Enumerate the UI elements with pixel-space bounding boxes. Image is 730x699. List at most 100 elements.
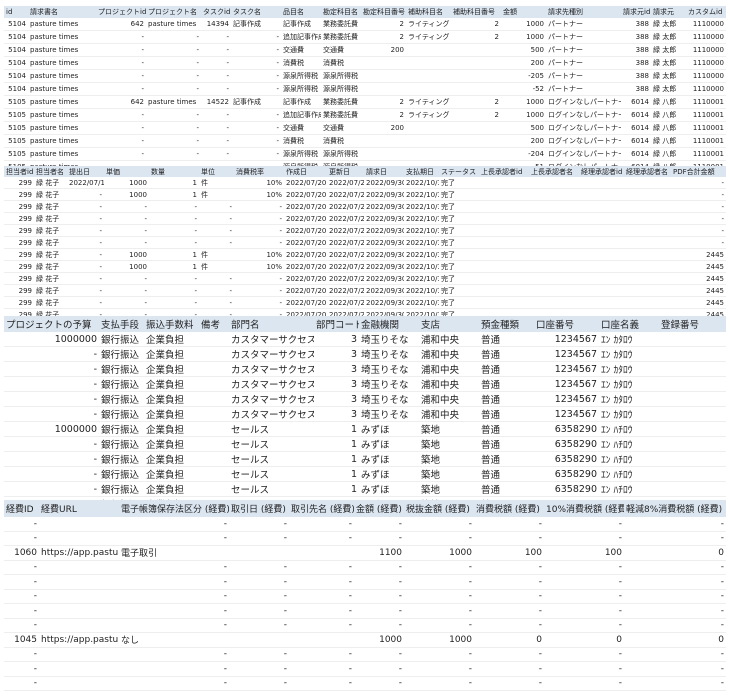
cell: -: [119, 517, 229, 532]
cell: 銀行振込: [99, 481, 144, 497]
cell: -: [96, 43, 146, 57]
cell: -: [119, 661, 229, 677]
cell: -: [231, 56, 281, 70]
cell: 2022/09/30: [364, 260, 404, 273]
column-header: 部門コード: [314, 316, 359, 332]
cell: [406, 69, 451, 83]
cell: 200: [501, 134, 546, 148]
cell: pasture times: [28, 56, 96, 70]
cell: [529, 212, 579, 225]
cell: 企業負担: [144, 421, 199, 437]
cell: 2022/10/31: [404, 188, 439, 201]
cell: 源泉所得税: [321, 69, 361, 83]
cell: -: [201, 56, 231, 70]
cell: 500: [501, 43, 546, 57]
cell: 企業負担: [144, 361, 199, 377]
cell: -: [96, 147, 146, 161]
data-row: 5104 pasture times - - - - 源泉所得税 源泉所得税 -205 パートナー…: [4, 69, 726, 83]
cell: -: [199, 296, 234, 309]
cell: -52: [501, 82, 546, 96]
cell: ログインなしパートナー: [546, 134, 621, 148]
cell: 交通費: [321, 121, 361, 135]
cell: [579, 177, 624, 189]
cell: 2022/10/31: [404, 236, 439, 249]
cell: 完了: [439, 224, 479, 237]
column-header: タスクid: [201, 6, 231, 18]
cell: -: [199, 212, 234, 225]
cell: 5104: [4, 30, 28, 44]
cell: 2022/09/30: [364, 248, 404, 261]
cell: 2022/07/20: [284, 248, 327, 261]
cell: -: [404, 647, 474, 662]
cell: -: [474, 603, 544, 619]
cell: [659, 466, 726, 482]
cell: -: [671, 224, 726, 237]
cell: -: [149, 296, 199, 309]
cell: -: [289, 618, 354, 633]
cell: pasture times: [146, 95, 201, 109]
cell: 緑 花子: [34, 284, 67, 297]
cell: 200: [361, 43, 406, 57]
cell: カスタマーサクセス: [229, 361, 314, 377]
cell: [39, 574, 119, 590]
cell: ライティング: [406, 30, 451, 44]
column-header: プロジェクト名: [146, 6, 201, 18]
cell: [529, 284, 579, 297]
cell: pasture times: [28, 134, 96, 148]
cell: -: [289, 661, 354, 677]
cell: -: [474, 517, 544, 532]
cell: -: [104, 200, 149, 213]
cell: 2022/07/20: [284, 177, 327, 189]
column-header: 品目名: [281, 6, 321, 18]
cell: 2022/07/20: [327, 236, 364, 249]
cell: -: [474, 560, 544, 575]
cell: [199, 451, 229, 467]
cell: -: [289, 560, 354, 575]
cell: -: [67, 260, 104, 273]
cell: 1: [314, 421, 359, 437]
cell: 100: [544, 545, 624, 561]
cell: 6014: [621, 95, 651, 109]
cell: [624, 272, 671, 285]
cell: [479, 188, 529, 201]
cell: [451, 82, 501, 96]
cell: 3: [314, 346, 359, 362]
cell: -: [544, 517, 624, 532]
cell: [451, 134, 501, 148]
column-header: 金額 (経費): [354, 500, 404, 517]
cell: pasture times: [28, 18, 96, 31]
cell: 浦和中央: [419, 391, 479, 407]
cell: 1110001: [686, 121, 726, 135]
cell: -: [474, 531, 544, 546]
data-row: 1000000 銀行振込 企業負担 カスタマーサクセス 3 埼玉りそな 浦和中央 普通 1234…: [4, 332, 726, 347]
cell: 1000: [104, 248, 149, 261]
cell: 銀行振込: [99, 361, 144, 377]
column-header: カスタムid: [686, 6, 726, 18]
cell: [199, 406, 229, 422]
cell: 記事作成: [281, 95, 321, 109]
cell: 0: [624, 545, 726, 561]
cell: [406, 56, 451, 70]
cell: 2: [361, 95, 406, 109]
column-header: 更新日: [327, 166, 364, 177]
cell: -: [4, 436, 99, 452]
cell: -: [624, 676, 726, 691]
cell: 件: [199, 260, 234, 273]
column-header: 軽減8%消費税額 (経費): [624, 500, 726, 517]
cell: -: [96, 82, 146, 96]
cell: -: [104, 236, 149, 249]
cell: [659, 361, 726, 377]
cell: セールス: [229, 451, 314, 467]
cell: 14394: [201, 18, 231, 31]
cell: パートナー: [546, 69, 621, 83]
cell: [451, 56, 501, 70]
cell: 源泉所得税: [321, 147, 361, 161]
cell: [199, 391, 229, 407]
column-header: 経費URL: [39, 500, 119, 517]
cell: -: [119, 603, 229, 619]
cell: 5104: [4, 18, 28, 31]
cell: 6014: [621, 108, 651, 122]
cell: 銀行振込: [99, 436, 144, 452]
column-header: 作成日: [284, 166, 327, 177]
data-row: ---------: [4, 517, 726, 532]
